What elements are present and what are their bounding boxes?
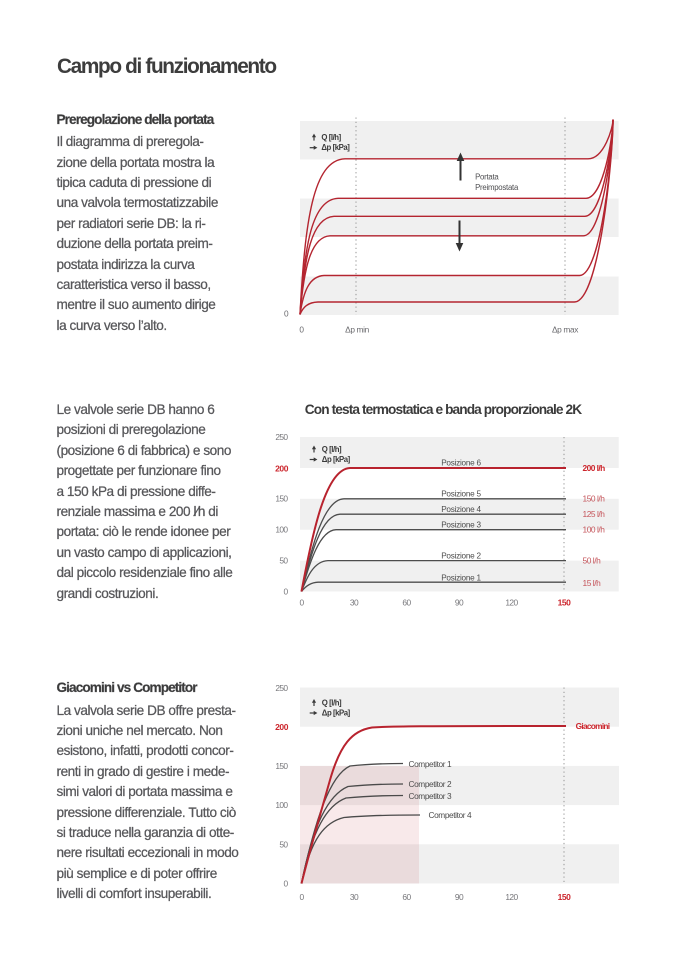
svg-text:0: 0: [283, 879, 288, 889]
svg-text:30: 30: [350, 598, 359, 608]
svg-text:15 l/h: 15 l/h: [583, 578, 602, 588]
svg-text:125 l/h: 125 l/h: [583, 509, 606, 519]
svg-text:200: 200: [275, 464, 289, 474]
svg-text:Δp min: Δp min: [345, 325, 369, 335]
svg-text:30: 30: [350, 892, 359, 902]
svg-text:Posizione 5: Posizione 5: [441, 490, 481, 499]
svg-text:0: 0: [283, 586, 288, 596]
svg-text:0: 0: [284, 309, 289, 319]
svg-text:0: 0: [299, 325, 304, 335]
svg-text:Q [l/h]: Q [l/h]: [322, 699, 342, 708]
svg-text:Δp [kPa]: Δp [kPa]: [321, 143, 350, 152]
svg-text:100 l/h: 100 l/h: [583, 525, 606, 535]
svg-text:50: 50: [279, 839, 288, 849]
svg-text:120: 120: [505, 598, 518, 608]
svg-text:Giacomini: Giacomini: [576, 721, 610, 731]
svg-text:Posizione 1: Posizione 1: [441, 573, 481, 582]
svg-text:Δp [kPa]: Δp [kPa]: [322, 455, 351, 464]
svg-text:Δp max: Δp max: [552, 325, 579, 335]
svg-text:250: 250: [275, 683, 288, 693]
svg-text:Posizione 6: Posizione 6: [441, 459, 481, 468]
svg-text:Competitor 4: Competitor 4: [429, 810, 472, 820]
svg-text:200 l/h: 200 l/h: [583, 463, 606, 473]
svg-text:Portata: Portata: [475, 172, 499, 181]
svg-text:120: 120: [505, 892, 518, 902]
svg-text:0: 0: [299, 892, 304, 902]
svg-text:60: 60: [402, 892, 411, 902]
svg-text:150: 150: [558, 598, 572, 608]
svg-text:150: 150: [275, 761, 288, 771]
svg-text:100: 100: [275, 800, 288, 810]
svg-text:250: 250: [275, 432, 288, 442]
svg-text:Competitor 3: Competitor 3: [409, 791, 452, 801]
svg-text:Posizione 2: Posizione 2: [441, 552, 481, 561]
svg-text:Δp [kPa]: Δp [kPa]: [322, 708, 351, 717]
svg-text:150: 150: [558, 892, 572, 902]
svg-text:0: 0: [299, 598, 304, 608]
svg-text:Posizione 4: Posizione 4: [441, 505, 481, 514]
svg-text:200: 200: [275, 722, 289, 732]
svg-text:Q [l/h]: Q [l/h]: [321, 133, 341, 142]
svg-text:Competitor 1: Competitor 1: [409, 759, 452, 769]
svg-text:90: 90: [455, 598, 464, 608]
svg-text:150 l/h: 150 l/h: [583, 494, 606, 504]
svg-text:60: 60: [402, 598, 411, 608]
svg-text:90: 90: [455, 892, 464, 902]
svg-text:150: 150: [275, 494, 288, 504]
svg-text:50 l/h: 50 l/h: [583, 556, 602, 566]
svg-text:50: 50: [279, 556, 288, 566]
svg-text:Preimpostata: Preimpostata: [475, 183, 519, 192]
svg-text:100: 100: [275, 525, 288, 535]
svg-text:Q [l/h]: Q [l/h]: [322, 445, 342, 454]
svg-text:Posizione 3: Posizione 3: [441, 521, 481, 530]
svg-text:Competitor 2: Competitor 2: [409, 779, 452, 789]
